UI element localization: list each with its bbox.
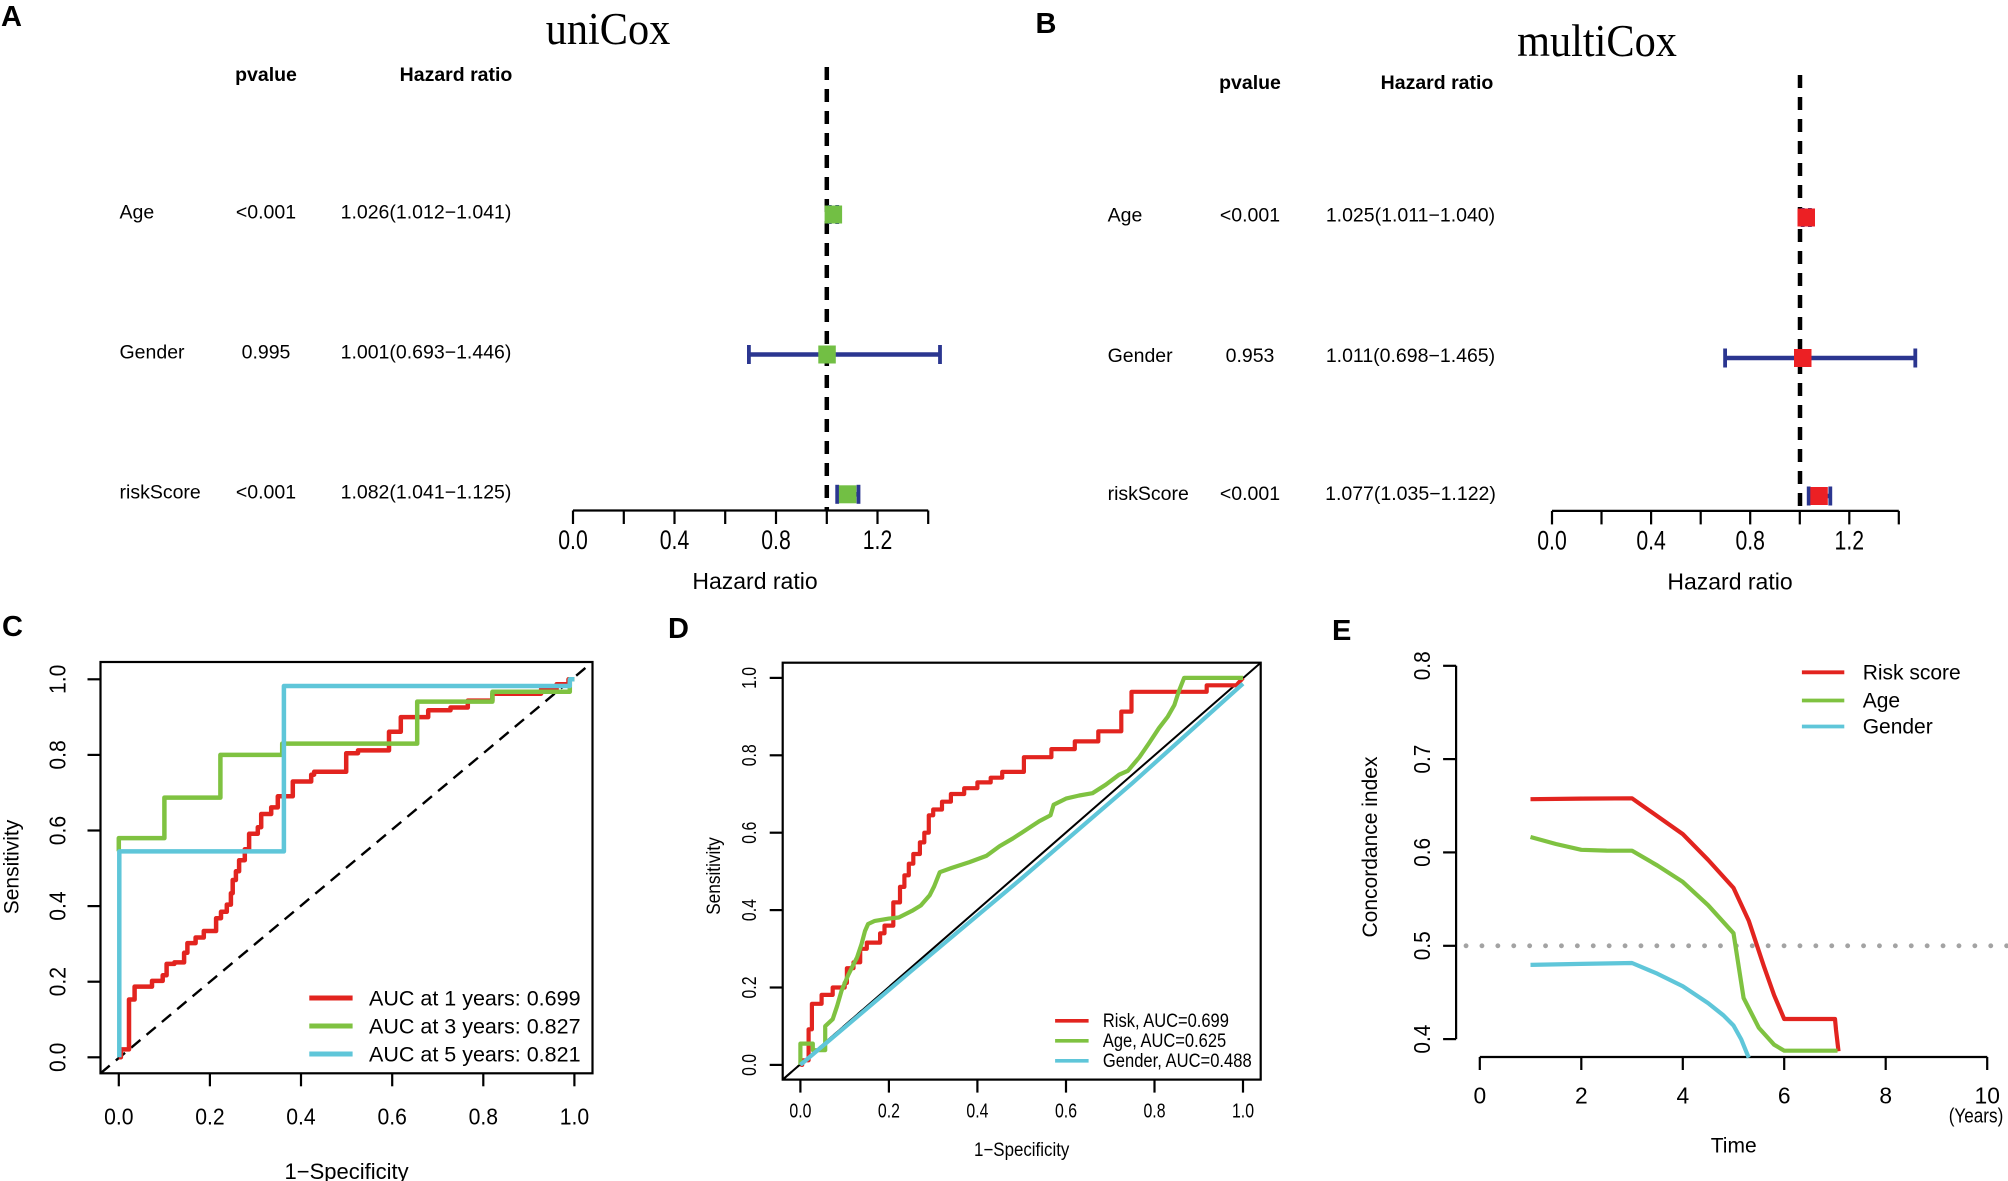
svg-text:0.4: 0.4 <box>966 1100 988 1123</box>
svg-text:0.2: 0.2 <box>738 977 761 999</box>
svg-text:0.8: 0.8 <box>1409 651 1435 680</box>
svg-text:Time: Time <box>1711 1135 1757 1158</box>
svg-text:pvalue: pvalue <box>235 64 297 86</box>
svg-text:1.2: 1.2 <box>863 525 893 555</box>
svg-text:Age: Age <box>1863 690 1900 713</box>
svg-text:1−Specificity: 1−Specificity <box>974 1139 1070 1161</box>
svg-text:Risk, AUC=0.699: Risk, AUC=0.699 <box>1103 1010 1229 1032</box>
svg-text:0.2: 0.2 <box>195 1104 224 1130</box>
svg-text:B: B <box>1036 8 1057 40</box>
svg-text:8: 8 <box>1879 1083 1892 1109</box>
svg-text:Age: Age <box>120 202 155 224</box>
svg-text:0.8: 0.8 <box>45 740 71 769</box>
svg-text:<0.001: <0.001 <box>1220 205 1280 227</box>
svg-text:1.0: 1.0 <box>45 665 71 694</box>
svg-text:pvalue: pvalue <box>1219 72 1281 94</box>
svg-text:0.0: 0.0 <box>789 1100 811 1123</box>
svg-text:0.0: 0.0 <box>558 525 588 555</box>
svg-text:Gender: Gender <box>1108 345 1174 367</box>
svg-text:0.0: 0.0 <box>1537 525 1567 555</box>
svg-text:0.4: 0.4 <box>1409 1024 1435 1053</box>
svg-text:0.4: 0.4 <box>1636 525 1666 555</box>
svg-text:0.0: 0.0 <box>738 1054 761 1076</box>
svg-text:E: E <box>1332 615 1351 647</box>
svg-text:Sensitivity: Sensitivity <box>1 819 24 914</box>
svg-text:<0.001: <0.001 <box>236 481 296 503</box>
svg-text:Hazard ratio: Hazard ratio <box>692 568 817 594</box>
svg-text:0.8: 0.8 <box>761 525 791 555</box>
svg-text:0.0: 0.0 <box>104 1104 133 1130</box>
svg-text:1.0: 1.0 <box>1232 1100 1254 1123</box>
svg-text:Age, AUC=0.625: Age, AUC=0.625 <box>1103 1030 1226 1052</box>
svg-text:6: 6 <box>1778 1083 1791 1109</box>
svg-text:1.026(1.012−1.041): 1.026(1.012−1.041) <box>341 202 512 224</box>
svg-text:0.6: 0.6 <box>378 1104 407 1130</box>
svg-text:10: 10 <box>1975 1083 2000 1109</box>
svg-text:1.077(1.035−1.122): 1.077(1.035−1.122) <box>1325 483 1496 505</box>
svg-text:0.8: 0.8 <box>469 1104 498 1130</box>
svg-text:1.0: 1.0 <box>560 1104 589 1130</box>
svg-text:1.001(0.693−1.446): 1.001(0.693−1.446) <box>341 342 512 364</box>
svg-text:Concordance index: Concordance index <box>1359 756 1382 937</box>
svg-text:1.0: 1.0 <box>738 667 761 689</box>
svg-text:1.082(1.041−1.125): 1.082(1.041−1.125) <box>341 481 512 503</box>
svg-text:A: A <box>1 1 22 33</box>
svg-text:multiCox: multiCox <box>1517 15 1677 66</box>
svg-text:1.011(0.698−1.465): 1.011(0.698−1.465) <box>1326 345 1495 367</box>
svg-text:0.4: 0.4 <box>738 899 761 921</box>
svg-text:0.6: 0.6 <box>1409 838 1435 867</box>
svg-text:uniCox: uniCox <box>546 3 671 54</box>
svg-text:0.2: 0.2 <box>878 1100 900 1123</box>
svg-text:riskScore: riskScore <box>1108 483 1189 505</box>
svg-text:4: 4 <box>1676 1083 1689 1109</box>
svg-text:0: 0 <box>1473 1083 1486 1109</box>
svg-text:AUC at 3 years: 0.827: AUC at 3 years: 0.827 <box>369 1015 581 1039</box>
svg-text:0.7: 0.7 <box>1409 745 1435 774</box>
svg-text:0.8: 0.8 <box>1735 525 1765 555</box>
svg-text:0.8: 0.8 <box>738 744 761 766</box>
svg-text:riskScore: riskScore <box>120 481 201 503</box>
svg-text:0.4: 0.4 <box>286 1104 315 1130</box>
svg-text:Age: Age <box>1108 205 1143 227</box>
svg-text:<0.001: <0.001 <box>1220 483 1280 505</box>
svg-text:Gender: Gender <box>120 342 186 364</box>
svg-text:0.8: 0.8 <box>1144 1100 1166 1123</box>
svg-text:Hazard ratio: Hazard ratio <box>1667 569 1792 595</box>
svg-text:Hazard ratio: Hazard ratio <box>1381 72 1494 94</box>
svg-text:0.6: 0.6 <box>1055 1100 1077 1123</box>
svg-text:AUC at 5 years: 0.821: AUC at 5 years: 0.821 <box>369 1043 581 1067</box>
svg-text:0.4: 0.4 <box>45 891 71 920</box>
svg-text:0.995: 0.995 <box>242 342 291 364</box>
svg-text:Risk score: Risk score <box>1863 661 1961 684</box>
svg-text:AUC at 1 years: 0.699: AUC at 1 years: 0.699 <box>369 987 581 1011</box>
svg-text:Sensitivity: Sensitivity <box>703 837 725 915</box>
svg-text:0.0: 0.0 <box>45 1043 71 1072</box>
svg-text:0.4: 0.4 <box>660 525 690 555</box>
svg-text:0.6: 0.6 <box>738 822 761 844</box>
svg-text:1.2: 1.2 <box>1835 525 1865 555</box>
svg-text:1−Specificity: 1−Specificity <box>285 1159 409 1181</box>
svg-text:<0.001: <0.001 <box>236 202 296 224</box>
svg-text:0.5: 0.5 <box>1409 931 1435 960</box>
svg-text:Gender, AUC=0.488: Gender, AUC=0.488 <box>1103 1050 1252 1072</box>
svg-text:C: C <box>2 611 23 643</box>
svg-text:0.6: 0.6 <box>45 816 71 845</box>
svg-text:D: D <box>668 613 689 645</box>
svg-text:(Years): (Years) <box>1949 1106 2004 1128</box>
svg-text:0.953: 0.953 <box>1226 345 1275 367</box>
svg-text:Gender: Gender <box>1863 716 1933 739</box>
svg-text:Hazard ratio: Hazard ratio <box>400 64 513 86</box>
svg-text:0.2: 0.2 <box>45 967 71 996</box>
svg-text:1.025(1.011−1.040): 1.025(1.011−1.040) <box>1326 205 1495 227</box>
svg-text:2: 2 <box>1575 1083 1588 1109</box>
